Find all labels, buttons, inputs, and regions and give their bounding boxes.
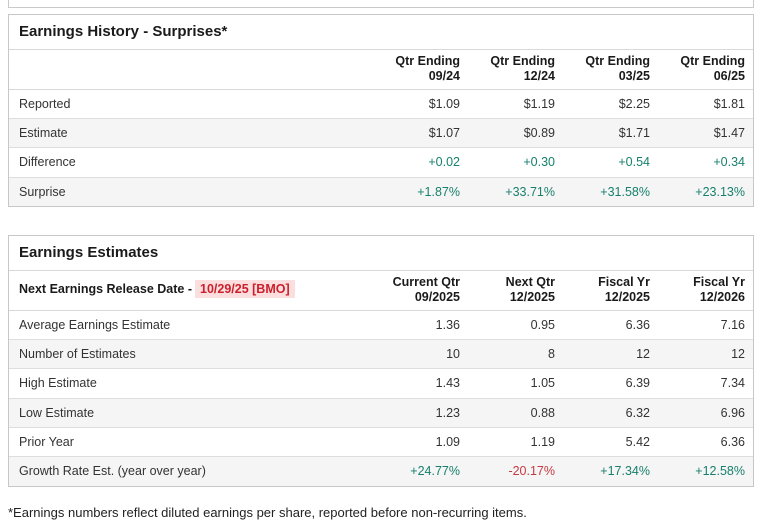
cell-value: 1.05 <box>530 376 555 391</box>
row-label: Surprise <box>19 184 66 199</box>
cell-value: 0.88 <box>530 405 555 420</box>
cell-value: $2.25 <box>618 96 650 111</box>
estimates-col-header-1: Current Qtr 09/2025 <box>373 271 468 311</box>
cell-value: $1.19 <box>523 96 555 111</box>
release-date-value: 10/29/25 [BMO] <box>195 280 295 299</box>
cell-value: 6.39 <box>625 376 650 391</box>
earnings-history-title: Earnings History - Surprises* <box>9 15 753 50</box>
row-label: High Estimate <box>19 376 97 391</box>
cell-value: 0.95 <box>530 317 555 332</box>
table-row-average-estimate: Average Earnings Estimate 1.36 0.95 6.36… <box>9 310 753 339</box>
previous-section-edge <box>8 0 754 8</box>
history-col-header-3: Qtr Ending 03/25 <box>563 50 658 90</box>
cell-value: 7.34 <box>720 376 745 391</box>
earnings-footnote: *Earnings numbers reflect diluted earnin… <box>8 504 527 520</box>
cell-value: 1.36 <box>435 317 460 332</box>
estimates-col-header-4: Fiscal Yr 12/2026 <box>658 271 753 311</box>
table-row-prior-year: Prior Year 1.09 1.19 5.42 6.36 <box>9 427 753 457</box>
cell-value: 1.19 <box>530 435 555 449</box>
table-row-reported: Reported $1.09 $1.19 $2.25 $1.81 <box>9 89 753 118</box>
estimates-header-row: Next Earnings Release Date -10/29/25 [BM… <box>9 271 753 311</box>
table-row-low-estimate: Low Estimate 1.23 0.88 6.32 6.96 <box>9 398 753 428</box>
row-label: Reported <box>19 96 71 111</box>
history-header-empty <box>9 50 373 90</box>
estimates-col-header-2: Next Qtr 12/2025 <box>468 271 563 311</box>
table-row-growth-rate: Growth Rate Est. (year over year) +24.77… <box>9 456 753 486</box>
cell-value: 5.42 <box>625 435 650 449</box>
row-label: Growth Rate Est. (year over year) <box>19 464 206 479</box>
earnings-estimates-table: Next Earnings Release Date -10/29/25 [BM… <box>9 271 753 486</box>
cell-value: 10 <box>446 346 460 361</box>
cell-value: 1.23 <box>435 405 460 420</box>
cell-value: $1.81 <box>713 96 745 111</box>
estimates-col-header-3: Fiscal Yr 12/2025 <box>563 271 658 311</box>
table-row-surprise: Surprise +1.87% +33.71% +31.58% +23.13% <box>9 177 753 206</box>
cell-value: 6.96 <box>720 405 745 420</box>
row-label: Difference <box>19 155 76 170</box>
cell-value: 1.09 <box>435 435 460 449</box>
cell-value: $1.47 <box>713 125 745 140</box>
history-header-row: Qtr Ending 09/24 Qtr Ending 12/24 Qtr Endi… <box>9 50 753 90</box>
row-label: Low Estimate <box>19 405 95 420</box>
cell-value: +31.58% <box>600 184 650 199</box>
cell-value: 1.43 <box>435 376 460 391</box>
cell-value: 12 <box>636 346 650 361</box>
release-date-label: Next Earnings Release Date - <box>19 282 192 297</box>
earnings-history-table: Qtr Ending 09/24 Qtr Ending 12/24 Qtr Endi… <box>9 50 753 206</box>
cell-value: 12 <box>731 346 745 361</box>
earnings-page: { "colors": { "positive": "#17806d", "ne… <box>8 0 754 520</box>
table-row-difference: Difference +0.02 +0.30 +0.54 +0.34 <box>9 147 753 177</box>
next-earnings-release-date: Next Earnings Release Date -10/29/25 [BM… <box>9 271 373 311</box>
cell-value: 6.36 <box>720 435 745 449</box>
earnings-estimates-title: Earnings Estimates <box>9 236 753 271</box>
row-label: Prior Year <box>19 435 74 449</box>
cell-value: $1.07 <box>428 125 460 140</box>
table-row-number-of-estimates: Number of Estimates 10 8 12 12 <box>9 339 753 369</box>
cell-value: +0.30 <box>523 155 555 170</box>
cell-value: $0.89 <box>523 125 555 140</box>
cell-value: +33.71% <box>505 184 555 199</box>
earnings-estimates-panel: Earnings Estimates Next Earnings Release… <box>8 235 754 487</box>
cell-value: +12.58% <box>695 464 745 479</box>
cell-value: -20.17% <box>508 464 555 479</box>
cell-value: +0.54 <box>618 155 650 170</box>
history-col-header-4: Qtr Ending 06/25 <box>658 50 753 90</box>
cell-value: +0.34 <box>713 155 745 170</box>
cell-value: 6.36 <box>625 317 650 332</box>
table-row-high-estimate: High Estimate 1.43 1.05 6.39 7.34 <box>9 368 753 398</box>
row-label: Estimate <box>19 125 68 140</box>
cell-value: +17.34% <box>600 464 650 479</box>
table-row-estimate: Estimate $1.07 $0.89 $1.71 $1.47 <box>9 118 753 148</box>
row-label: Average Earnings Estimate <box>19 317 171 332</box>
cell-value: $1.09 <box>428 96 460 111</box>
cell-value: 6.32 <box>625 405 650 420</box>
cell-value: +24.77% <box>410 464 460 479</box>
cell-value: 8 <box>548 346 555 361</box>
cell-value: +1.87% <box>417 184 460 199</box>
history-col-header-1: Qtr Ending 09/24 <box>373 50 468 90</box>
cell-value: $1.71 <box>618 125 650 140</box>
cell-value: +0.02 <box>428 155 460 170</box>
history-col-header-2: Qtr Ending 12/24 <box>468 50 563 90</box>
cell-value: 7.16 <box>720 317 745 332</box>
row-label: Number of Estimates <box>19 346 136 361</box>
cell-value: +23.13% <box>695 184 745 199</box>
earnings-history-panel: Earnings History - Surprises* Qtr Ending… <box>8 14 754 207</box>
